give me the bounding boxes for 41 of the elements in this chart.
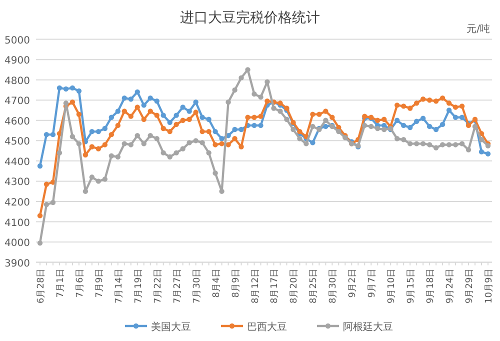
legend-label: 阿根廷大豆: [343, 321, 393, 333]
x-tick-label: 9月7日: [368, 268, 378, 298]
x-tick-label: 8月4日: [212, 268, 222, 298]
x-tick-label: 7月14日: [114, 268, 124, 304]
x-tick-label: 8月12日: [250, 268, 261, 304]
x-tick-label: 9月2日: [348, 268, 358, 298]
x-tick-label: 6月28日: [36, 268, 46, 304]
x-tick-label: 9月29日: [465, 268, 476, 304]
y-tick-label: 3900: [4, 258, 30, 270]
y-tick-label: 4500: [4, 136, 30, 148]
chart-title: 进口大豆完税价格统计: [180, 10, 320, 26]
x-tick-label: 8月25日: [309, 268, 320, 304]
x-tick-label: 9月10日: [387, 268, 398, 304]
x-tick-label: 8月20日: [290, 268, 300, 304]
x-tick-label: 8月30日: [328, 268, 339, 304]
x-tick-label: 7月1日: [56, 268, 66, 298]
y-tick-label: 4900: [4, 56, 30, 67]
y-tick-label: 4200: [4, 197, 30, 208]
y-tick-label: 4700: [4, 96, 30, 108]
y-tick-label: 4300: [4, 177, 30, 188]
y-tick-label: 4100: [4, 218, 30, 229]
legend-label: 巴西大豆: [247, 321, 287, 333]
x-tick-label: 7月30日: [192, 268, 202, 304]
x-tick-label: 7月6日: [75, 268, 86, 298]
y-tick-label: 4000: [4, 238, 30, 250]
x-tick-label: 8月9日: [231, 268, 242, 298]
y-tick-label: 5000: [4, 35, 30, 46]
x-tick-label: 7月9日: [94, 268, 105, 298]
y-axis-title: 元/吨: [466, 23, 490, 35]
x-tick-label: 7月27日: [172, 268, 183, 304]
x-tick-label: 10月9日: [484, 268, 494, 304]
x-tick-label: 7月19日: [134, 268, 144, 304]
x-tick-label: 8月17日: [270, 268, 280, 304]
x-tick-label: 9月18日: [426, 268, 436, 304]
legend-label: 美国大豆: [151, 321, 191, 333]
x-tick-label: 9月24日: [446, 268, 456, 304]
y-tick-label: 4600: [4, 116, 30, 128]
y-tick-label: 4800: [4, 76, 30, 87]
x-tick-label: 9月15日: [406, 268, 417, 304]
y-tick-label: 4400: [4, 156, 30, 168]
x-tick-label: 7月22日: [153, 268, 164, 304]
